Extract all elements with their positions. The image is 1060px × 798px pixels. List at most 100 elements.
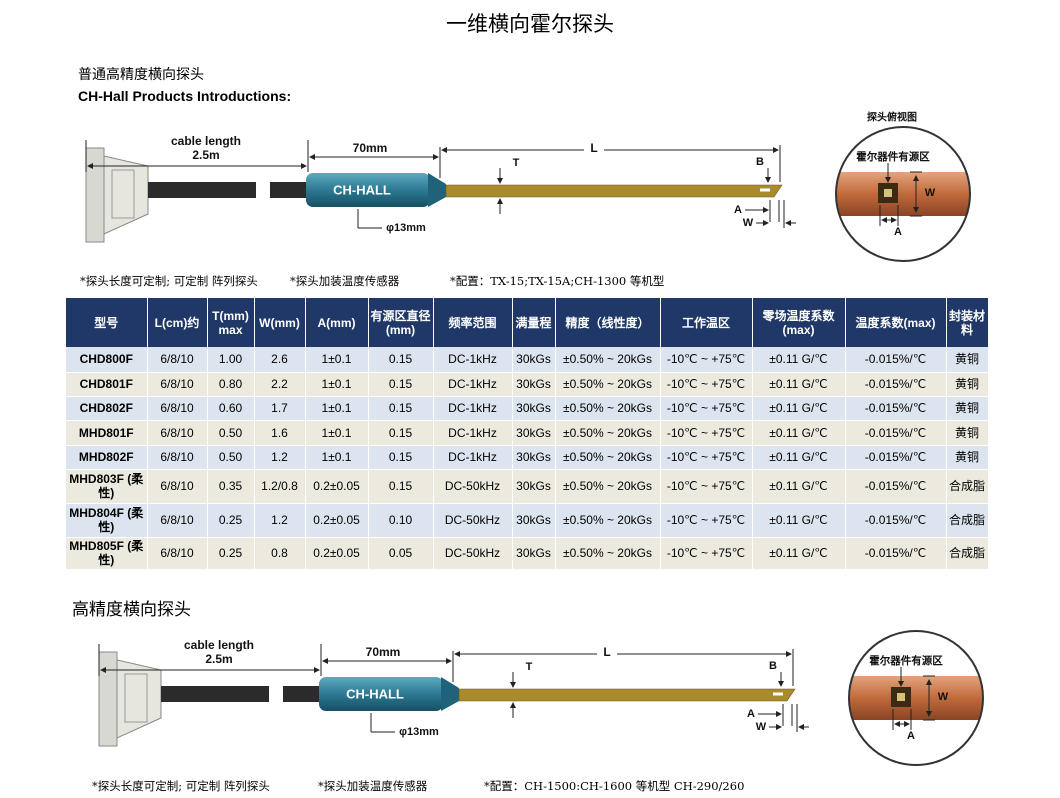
table-cell: 30kGs	[512, 372, 556, 397]
diagram-label: W	[938, 691, 949, 703]
diagram-label: 霍尔器件有源区	[869, 654, 943, 667]
table-cell: 0.80	[207, 372, 255, 397]
table-cell: -10℃ ~ +75℃	[660, 347, 753, 373]
column-header: 频率范围	[433, 298, 513, 347]
table-cell: 0.15	[368, 420, 434, 446]
table-cell: -10℃ ~ +75℃	[660, 503, 753, 538]
hall-active-area	[897, 693, 905, 701]
table-cell: -0.015%/℃	[845, 537, 947, 570]
table-cell: ±0.11 G/℃	[752, 420, 846, 446]
table-cell: 黄铜	[946, 396, 989, 421]
table-cell: 6/8/10	[147, 396, 208, 421]
table-cell: 6/8/10	[147, 347, 208, 373]
table-cell: 0.15	[368, 372, 434, 397]
column-header: 温度系数(max)	[845, 298, 947, 347]
table-cell: 0.05	[368, 537, 434, 570]
table-cell: 0.25	[207, 537, 255, 570]
table-row: MHD802F 6/8/10 0.50 1.2 1±0.1 0.15 DC-1kHz 30kG…	[66, 445, 989, 470]
copper-band	[849, 676, 983, 720]
table-cell: MHD801F	[66, 420, 148, 446]
table-cell: 黄铜	[946, 347, 989, 373]
column-header: 零场温度系数 (max)	[752, 298, 846, 347]
note: *探头加装温度传感器	[290, 274, 400, 288]
table-cell: DC-1kHz	[433, 372, 513, 397]
table-cell: 0.35	[207, 469, 255, 504]
table-cell: ±0.50% ~ 20kGs	[555, 372, 661, 397]
inset-border	[835, 126, 971, 262]
table-cell: ±0.50% ~ 20kGs	[555, 396, 661, 421]
table-cell: DC-50kHz	[433, 537, 513, 570]
table-cell: 30kGs	[512, 347, 556, 373]
note: *探头加装温度传感器	[318, 779, 428, 793]
table-cell: -10℃ ~ +75℃	[660, 372, 753, 397]
table-cell: ±0.11 G/℃	[752, 503, 846, 538]
diagram-label: φ13mm	[399, 726, 439, 738]
diagram-label: CH-HALL	[333, 182, 391, 197]
diagram-label: 2.5m	[205, 652, 232, 666]
connector-body	[116, 659, 162, 739]
table-row: MHD803F (柔性) 6/8/10 0.35 1.2/0.8 0.2±0.05 0.1…	[66, 469, 989, 504]
copper-band	[836, 172, 970, 216]
table-row: MHD804F (柔性) 6/8/10 0.25 1.2 0.2±0.05 0.10 DC-…	[66, 503, 989, 538]
table-cell: ±0.50% ~ 20kGs	[555, 503, 661, 538]
connector-flange	[98, 651, 118, 747]
table-cell: ±0.11 G/℃	[752, 347, 846, 373]
table-cell: 0.60	[207, 396, 255, 421]
table-cell: 0.2±0.05	[305, 537, 369, 570]
table-cell: -0.015%/℃	[845, 396, 947, 421]
table-cell: 30kGs	[512, 396, 556, 421]
table-cell: 合成脂	[946, 503, 989, 538]
diagram-label: B	[756, 156, 764, 168]
diagram-label: φ13mm	[386, 222, 426, 234]
table-row: CHD801F 6/8/10 0.80 2.2 1±0.1 0.15 DC-1kHz 30kG…	[66, 372, 989, 397]
table-cell: ±0.50% ~ 20kGs	[555, 420, 661, 446]
table-cell: 黄铜	[946, 420, 989, 446]
table-cell: -10℃ ~ +75℃	[660, 537, 753, 570]
diagram-label: A	[734, 204, 742, 216]
page-title: 一维横向霍尔探头	[446, 12, 614, 36]
table-cell: DC-50kHz	[433, 503, 513, 538]
diagram-label: L	[590, 141, 597, 155]
table-cell: 0.2±0.05	[305, 503, 369, 538]
table-cell: 1±0.1	[305, 372, 369, 397]
table-cell: ±0.11 G/℃	[752, 469, 846, 504]
table-cell: 1.7	[254, 396, 306, 421]
table-cell: -10℃ ~ +75℃	[660, 469, 753, 504]
probe-body	[306, 173, 430, 207]
table-cell: MHD805F (柔性)	[66, 537, 148, 570]
table-cell: 1±0.1	[305, 445, 369, 470]
table-cell: ±0.11 G/℃	[752, 445, 846, 470]
table-cell: 0.10	[368, 503, 434, 538]
table-cell: 2.6	[254, 347, 306, 373]
table-row: MHD801F 6/8/10 0.50 1.6 1±0.1 0.15 DC-1kHz 30kG…	[66, 420, 989, 446]
table-cell: 合成脂	[946, 537, 989, 570]
diagram-label: W	[756, 721, 767, 733]
table-cell: CHD802F	[66, 396, 148, 421]
table-cell: MHD804F (柔性)	[66, 503, 148, 538]
diagram-label: L	[603, 645, 610, 659]
table-cell: 0.15	[368, 396, 434, 421]
diagram-label: 霍尔器件有源区	[856, 150, 930, 163]
table-cell: ±0.11 G/℃	[752, 372, 846, 397]
connector-face	[124, 673, 148, 723]
section-heading: 普通高精度横向探头	[78, 67, 204, 83]
table-cell: 合成脂	[946, 469, 989, 504]
table-cell: ±0.50% ~ 20kGs	[555, 347, 661, 373]
table-cell: 1.2/0.8	[254, 469, 306, 504]
note: *配置：TX-15;TX-15A;CH-1300 等机型	[450, 274, 665, 288]
table-cell: 0.8	[254, 537, 306, 570]
table-cell: 6/8/10	[147, 445, 208, 470]
table-cell: -10℃ ~ +75℃	[660, 420, 753, 446]
probe-strip	[445, 184, 783, 198]
diagram-label: 70mm	[353, 141, 388, 155]
table-cell: 1.6	[254, 420, 306, 446]
diagram-label: cable length	[171, 134, 241, 148]
table-cell: 1.2	[254, 503, 306, 538]
table-cell: MHD803F (柔性)	[66, 469, 148, 504]
diagram-label: cable length	[184, 638, 254, 652]
diagram-label: 探头俯视图	[867, 111, 917, 124]
